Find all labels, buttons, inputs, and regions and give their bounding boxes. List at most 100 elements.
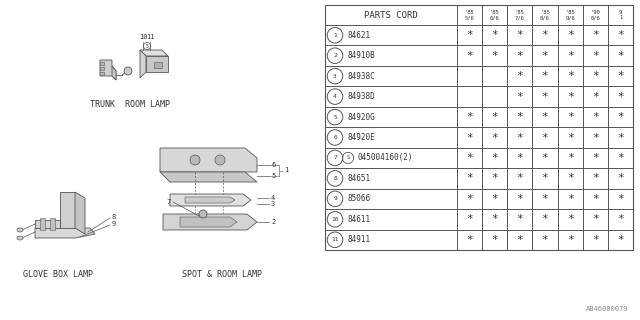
- Bar: [582, 66, 608, 86]
- Bar: [325, 209, 457, 229]
- Text: *: *: [592, 173, 598, 183]
- Text: *: *: [516, 214, 524, 224]
- Bar: [532, 168, 557, 188]
- Bar: [457, 45, 482, 66]
- Text: 9
1: 9 1: [619, 10, 622, 20]
- Polygon shape: [185, 197, 235, 203]
- Text: *: *: [592, 132, 598, 142]
- Text: 10: 10: [332, 217, 339, 222]
- Text: *: *: [541, 30, 548, 40]
- Text: *: *: [617, 30, 624, 40]
- Text: *: *: [617, 132, 624, 142]
- Bar: [508, 86, 532, 107]
- Text: *: *: [492, 173, 498, 183]
- Polygon shape: [160, 148, 257, 172]
- Bar: [325, 229, 457, 250]
- Text: *: *: [466, 194, 473, 204]
- Bar: [457, 148, 482, 168]
- Text: *: *: [492, 235, 498, 245]
- Text: 11: 11: [332, 237, 339, 242]
- Text: 4: 4: [333, 94, 337, 99]
- Text: *: *: [541, 214, 548, 224]
- Bar: [457, 66, 482, 86]
- Text: 7: 7: [167, 199, 171, 205]
- Bar: [582, 148, 608, 168]
- Text: *: *: [617, 173, 624, 183]
- Bar: [608, 229, 633, 250]
- Text: *: *: [516, 112, 524, 122]
- Bar: [557, 5, 582, 25]
- Polygon shape: [40, 218, 45, 230]
- Bar: [325, 168, 457, 188]
- Bar: [608, 107, 633, 127]
- Bar: [457, 188, 482, 209]
- Text: *: *: [592, 235, 598, 245]
- Text: *: *: [592, 30, 598, 40]
- Text: *: *: [466, 132, 473, 142]
- Text: *: *: [541, 173, 548, 183]
- Text: 8: 8: [333, 176, 337, 181]
- Text: *: *: [492, 51, 498, 61]
- Bar: [582, 5, 608, 25]
- Bar: [508, 5, 532, 25]
- Text: 84911: 84911: [348, 235, 371, 244]
- Text: *: *: [617, 92, 624, 101]
- Text: *: *: [567, 71, 573, 81]
- Bar: [532, 25, 557, 45]
- Text: 3: 3: [333, 74, 337, 79]
- Text: *: *: [617, 194, 624, 204]
- Text: 4: 4: [271, 195, 275, 201]
- Bar: [608, 209, 633, 229]
- Text: 7: 7: [333, 156, 337, 160]
- Text: *: *: [592, 71, 598, 81]
- Bar: [557, 127, 582, 148]
- Text: *: *: [567, 112, 573, 122]
- Text: 3: 3: [271, 201, 275, 207]
- Bar: [532, 148, 557, 168]
- Bar: [508, 25, 532, 45]
- Text: *: *: [466, 235, 473, 245]
- Bar: [482, 5, 508, 25]
- Bar: [457, 127, 482, 148]
- Bar: [325, 25, 457, 45]
- Bar: [482, 25, 508, 45]
- Polygon shape: [35, 228, 95, 238]
- Bar: [457, 107, 482, 127]
- Bar: [508, 148, 532, 168]
- Bar: [582, 188, 608, 209]
- Bar: [582, 127, 608, 148]
- Polygon shape: [163, 214, 257, 230]
- Text: *: *: [541, 132, 548, 142]
- Text: *: *: [567, 194, 573, 204]
- Bar: [532, 5, 557, 25]
- Text: *: *: [541, 71, 548, 81]
- Bar: [325, 148, 457, 168]
- Text: '90
0/6: '90 0/6: [591, 10, 600, 20]
- Text: *: *: [492, 214, 498, 224]
- Text: S: S: [346, 156, 349, 160]
- Text: *: *: [567, 235, 573, 245]
- Text: 84910B: 84910B: [348, 51, 376, 60]
- Text: *: *: [516, 71, 524, 81]
- Polygon shape: [100, 72, 104, 75]
- Text: *: *: [466, 214, 473, 224]
- Bar: [582, 229, 608, 250]
- Text: *: *: [617, 71, 624, 81]
- Text: 84920G: 84920G: [348, 113, 376, 122]
- Text: *: *: [492, 153, 498, 163]
- Bar: [482, 168, 508, 188]
- Bar: [557, 66, 582, 86]
- Text: *: *: [516, 30, 524, 40]
- Bar: [482, 188, 508, 209]
- Text: *: *: [516, 153, 524, 163]
- Text: *: *: [617, 51, 624, 61]
- Text: *: *: [516, 235, 524, 245]
- Text: 84651: 84651: [348, 174, 371, 183]
- Bar: [508, 66, 532, 86]
- Text: *: *: [617, 214, 624, 224]
- Text: *: *: [592, 214, 598, 224]
- Bar: [532, 188, 557, 209]
- Bar: [482, 45, 508, 66]
- Text: *: *: [592, 194, 598, 204]
- Text: *: *: [516, 132, 524, 142]
